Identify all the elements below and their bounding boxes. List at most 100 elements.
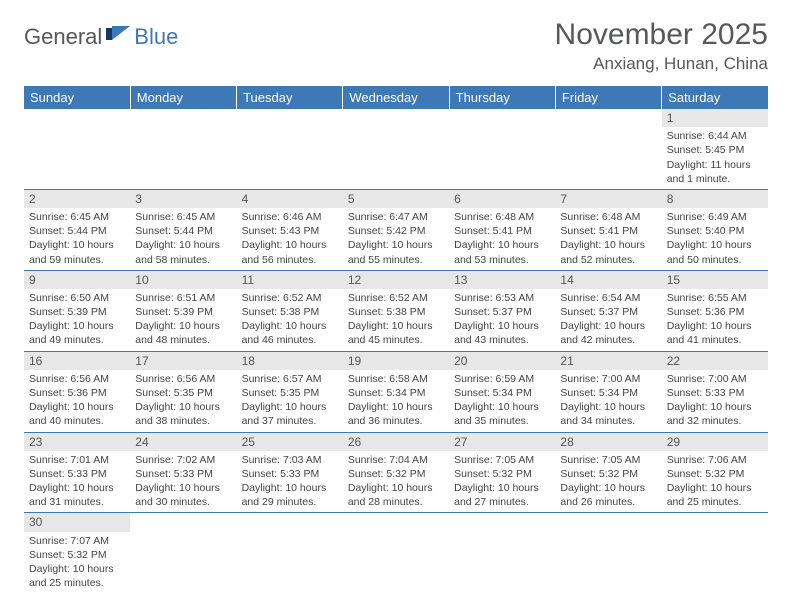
calendar-cell: 19Sunrise: 6:58 AMSunset: 5:34 PMDayligh… <box>343 351 449 432</box>
day-number: 5 <box>343 190 449 208</box>
daylight-text: and 36 minutes. <box>348 414 444 428</box>
daylight-text: and 29 minutes. <box>242 495 338 509</box>
sunset-text: Sunset: 5:35 PM <box>242 386 338 400</box>
sunrise-text: Sunrise: 6:58 AM <box>348 372 444 386</box>
sunset-text: Sunset: 5:33 PM <box>29 467 125 481</box>
calendar-cell: 28Sunrise: 7:05 AMSunset: 5:32 PMDayligh… <box>555 432 661 513</box>
daylight-text: and 46 minutes. <box>242 333 338 347</box>
day-body: Sunrise: 6:55 AMSunset: 5:36 PMDaylight:… <box>662 289 768 351</box>
daylight-text: Daylight: 10 hours <box>242 481 338 495</box>
day-number: 23 <box>24 433 130 451</box>
calendar-cell: 7Sunrise: 6:48 AMSunset: 5:41 PMDaylight… <box>555 189 661 270</box>
daylight-text: and 37 minutes. <box>242 414 338 428</box>
daylight-text: Daylight: 10 hours <box>135 481 231 495</box>
day-body: Sunrise: 7:03 AMSunset: 5:33 PMDaylight:… <box>237 451 343 513</box>
daylight-text: Daylight: 11 hours <box>667 158 763 172</box>
day-number: 26 <box>343 433 449 451</box>
daylight-text: Daylight: 10 hours <box>348 481 444 495</box>
calendar-cell: 8Sunrise: 6:49 AMSunset: 5:40 PMDaylight… <box>662 189 768 270</box>
sunset-text: Sunset: 5:33 PM <box>667 386 763 400</box>
calendar-cell: 20Sunrise: 6:59 AMSunset: 5:34 PMDayligh… <box>449 351 555 432</box>
sunset-text: Sunset: 5:41 PM <box>560 224 656 238</box>
day-body: Sunrise: 6:53 AMSunset: 5:37 PMDaylight:… <box>449 289 555 351</box>
day-number: 17 <box>130 352 236 370</box>
calendar-cell: 14Sunrise: 6:54 AMSunset: 5:37 PMDayligh… <box>555 270 661 351</box>
calendar-cell: 9Sunrise: 6:50 AMSunset: 5:39 PMDaylight… <box>24 270 130 351</box>
sunset-text: Sunset: 5:42 PM <box>348 224 444 238</box>
sunrise-text: Sunrise: 6:57 AM <box>242 372 338 386</box>
calendar-cell: 30Sunrise: 7:07 AMSunset: 5:32 PMDayligh… <box>24 513 130 593</box>
daylight-text: Daylight: 10 hours <box>242 400 338 414</box>
daylight-text: Daylight: 10 hours <box>29 319 125 333</box>
sunrise-text: Sunrise: 6:46 AM <box>242 210 338 224</box>
day-number: 1 <box>662 109 768 127</box>
day-number: 3 <box>130 190 236 208</box>
day-number: 7 <box>555 190 661 208</box>
sunset-text: Sunset: 5:41 PM <box>454 224 550 238</box>
daylight-text: and 35 minutes. <box>454 414 550 428</box>
day-body: Sunrise: 6:45 AMSunset: 5:44 PMDaylight:… <box>24 208 130 270</box>
day-body: Sunrise: 6:47 AMSunset: 5:42 PMDaylight:… <box>343 208 449 270</box>
day-body: Sunrise: 6:52 AMSunset: 5:38 PMDaylight:… <box>343 289 449 351</box>
calendar-cell: 23Sunrise: 7:01 AMSunset: 5:33 PMDayligh… <box>24 432 130 513</box>
daylight-text: and 49 minutes. <box>29 333 125 347</box>
day-body: Sunrise: 7:05 AMSunset: 5:32 PMDaylight:… <box>449 451 555 513</box>
daylight-text: and 41 minutes. <box>667 333 763 347</box>
daylight-text: and 28 minutes. <box>348 495 444 509</box>
calendar-cell: 29Sunrise: 7:06 AMSunset: 5:32 PMDayligh… <box>662 432 768 513</box>
day-number: 27 <box>449 433 555 451</box>
sunset-text: Sunset: 5:38 PM <box>348 305 444 319</box>
day-number: 15 <box>662 271 768 289</box>
calendar-cell <box>343 513 449 593</box>
daylight-text: Daylight: 10 hours <box>242 319 338 333</box>
sunset-text: Sunset: 5:45 PM <box>667 143 763 157</box>
day-body: Sunrise: 6:58 AMSunset: 5:34 PMDaylight:… <box>343 370 449 432</box>
daylight-text: Daylight: 10 hours <box>242 238 338 252</box>
sunset-text: Sunset: 5:38 PM <box>242 305 338 319</box>
calendar-cell: 11Sunrise: 6:52 AMSunset: 5:38 PMDayligh… <box>237 270 343 351</box>
day-number: 30 <box>24 513 130 531</box>
day-body: Sunrise: 6:48 AMSunset: 5:41 PMDaylight:… <box>555 208 661 270</box>
day-body: Sunrise: 7:07 AMSunset: 5:32 PMDaylight:… <box>24 532 130 594</box>
daylight-text: and 58 minutes. <box>135 253 231 267</box>
sunrise-text: Sunrise: 6:49 AM <box>667 210 763 224</box>
day-body: Sunrise: 7:01 AMSunset: 5:33 PMDaylight:… <box>24 451 130 513</box>
daylight-text: Daylight: 10 hours <box>560 238 656 252</box>
day-number: 12 <box>343 271 449 289</box>
daylight-text: Daylight: 10 hours <box>29 238 125 252</box>
sunset-text: Sunset: 5:44 PM <box>135 224 231 238</box>
calendar-cell: 13Sunrise: 6:53 AMSunset: 5:37 PMDayligh… <box>449 270 555 351</box>
daylight-text: and 30 minutes. <box>135 495 231 509</box>
sunrise-text: Sunrise: 6:59 AM <box>454 372 550 386</box>
sunset-text: Sunset: 5:34 PM <box>454 386 550 400</box>
day-body: Sunrise: 6:56 AMSunset: 5:36 PMDaylight:… <box>24 370 130 432</box>
weekday-header: Thursday <box>449 86 555 109</box>
sunrise-text: Sunrise: 6:52 AM <box>242 291 338 305</box>
calendar-cell: 10Sunrise: 6:51 AMSunset: 5:39 PMDayligh… <box>130 270 236 351</box>
calendar-cell <box>555 109 661 189</box>
location-text: Anxiang, Hunan, China <box>555 54 768 74</box>
logo-text-general: General <box>24 24 102 50</box>
daylight-text: Daylight: 10 hours <box>135 400 231 414</box>
daylight-text: Daylight: 10 hours <box>454 238 550 252</box>
calendar-week-row: 1Sunrise: 6:44 AMSunset: 5:45 PMDaylight… <box>24 109 768 189</box>
day-body: Sunrise: 6:48 AMSunset: 5:41 PMDaylight:… <box>449 208 555 270</box>
daylight-text: Daylight: 10 hours <box>135 238 231 252</box>
daylight-text: and 53 minutes. <box>454 253 550 267</box>
sunrise-text: Sunrise: 7:00 AM <box>560 372 656 386</box>
day-number: 10 <box>130 271 236 289</box>
sunset-text: Sunset: 5:34 PM <box>560 386 656 400</box>
weekday-header: Sunday <box>24 86 130 109</box>
calendar-cell: 16Sunrise: 6:56 AMSunset: 5:36 PMDayligh… <box>24 351 130 432</box>
day-body: Sunrise: 6:54 AMSunset: 5:37 PMDaylight:… <box>555 289 661 351</box>
sunrise-text: Sunrise: 6:56 AM <box>135 372 231 386</box>
day-body: Sunrise: 6:50 AMSunset: 5:39 PMDaylight:… <box>24 289 130 351</box>
day-number: 4 <box>237 190 343 208</box>
calendar-cell: 5Sunrise: 6:47 AMSunset: 5:42 PMDaylight… <box>343 189 449 270</box>
day-body: Sunrise: 6:49 AMSunset: 5:40 PMDaylight:… <box>662 208 768 270</box>
daylight-text: and 43 minutes. <box>454 333 550 347</box>
calendar-cell <box>130 513 236 593</box>
day-body: Sunrise: 6:51 AMSunset: 5:39 PMDaylight:… <box>130 289 236 351</box>
sunrise-text: Sunrise: 7:00 AM <box>667 372 763 386</box>
calendar-week-row: 9Sunrise: 6:50 AMSunset: 5:39 PMDaylight… <box>24 270 768 351</box>
